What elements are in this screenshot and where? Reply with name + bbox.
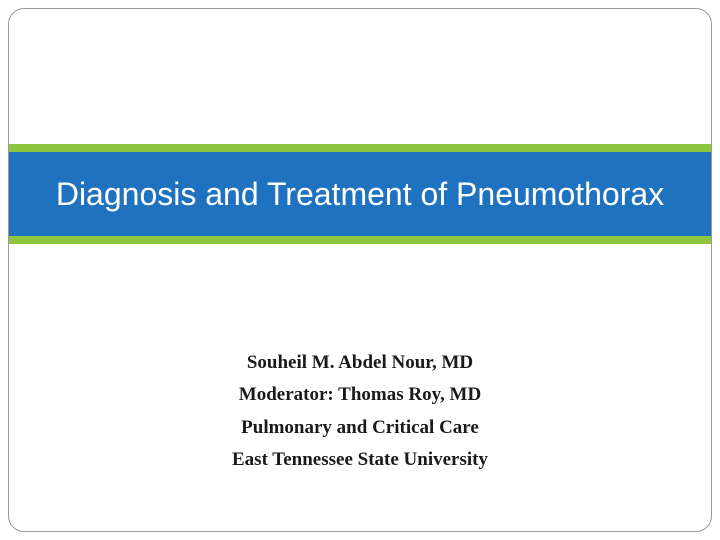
accent-stripe-bottom bbox=[9, 236, 711, 244]
title-band-wrapper: Diagnosis and Treatment of Pneumothorax bbox=[9, 144, 711, 244]
slide-title: Diagnosis and Treatment of Pneumothorax bbox=[56, 176, 664, 212]
author-line-2: Moderator: Thomas Roy, MD bbox=[9, 379, 711, 411]
author-line-1: Souheil M. Abdel Nour, MD bbox=[9, 347, 711, 379]
author-line-3: Pulmonary and Critical Care bbox=[9, 412, 711, 444]
title-band: Diagnosis and Treatment of Pneumothorax bbox=[9, 152, 711, 236]
author-block: Souheil M. Abdel Nour, MD Moderator: Tho… bbox=[9, 347, 711, 476]
accent-stripe-top bbox=[9, 144, 711, 152]
slide-frame: Diagnosis and Treatment of Pneumothorax … bbox=[8, 8, 712, 532]
author-line-4: East Tennessee State University bbox=[9, 444, 711, 476]
